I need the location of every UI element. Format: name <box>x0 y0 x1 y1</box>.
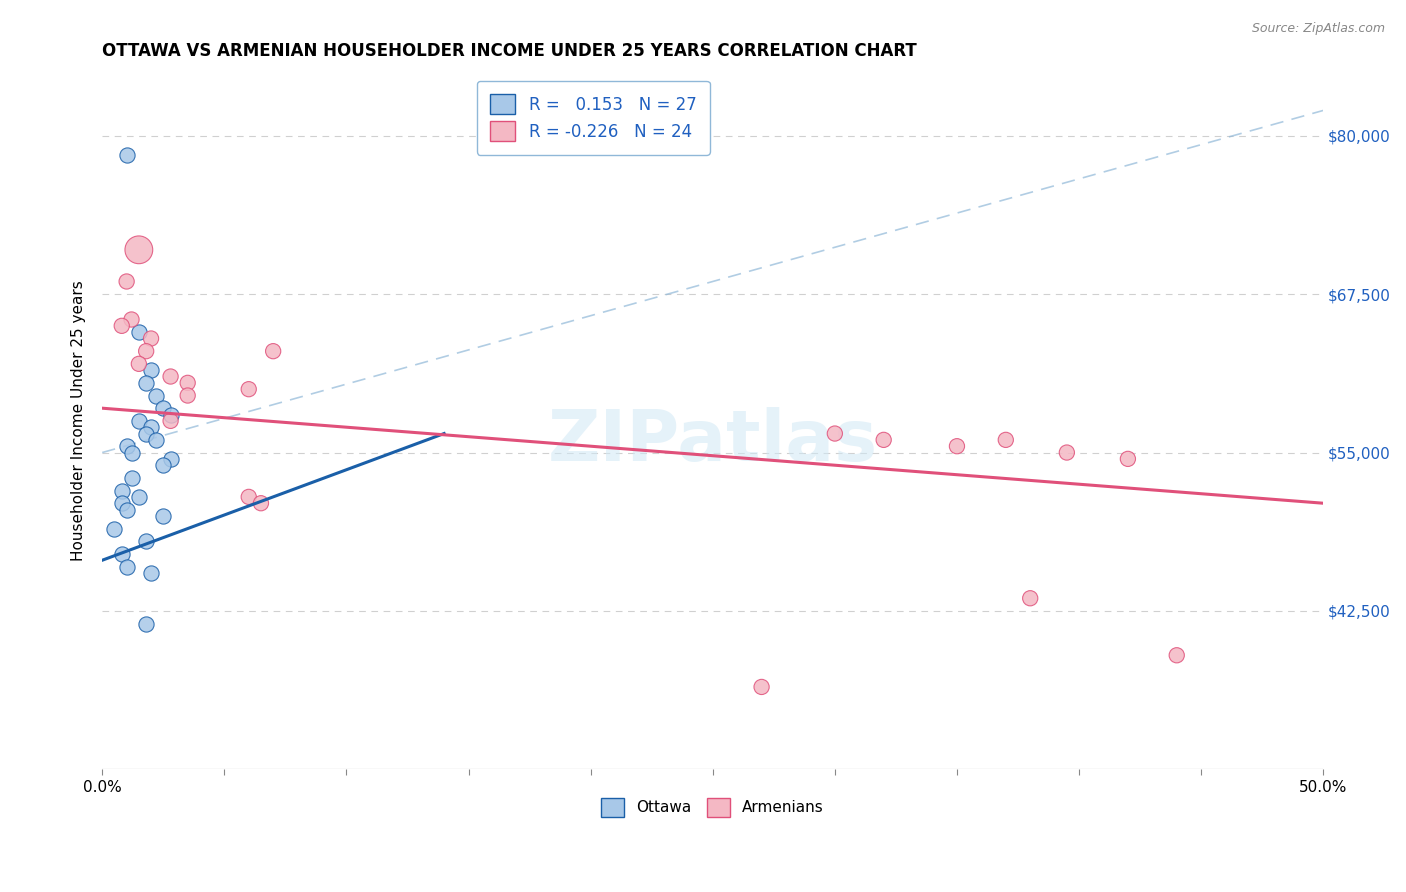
Point <box>128 357 150 371</box>
Point <box>111 547 134 561</box>
Point <box>176 388 198 402</box>
Point <box>1166 648 1188 663</box>
Point <box>824 426 846 441</box>
Point <box>238 490 260 504</box>
Point <box>1116 451 1139 466</box>
Point <box>152 458 174 473</box>
Point <box>135 534 157 549</box>
Point <box>115 502 138 516</box>
Point <box>159 414 181 428</box>
Point <box>139 331 162 345</box>
Point <box>994 433 1017 447</box>
Point <box>128 325 150 339</box>
Point <box>111 483 134 498</box>
Point <box>145 433 167 447</box>
Point <box>135 344 157 359</box>
Y-axis label: Householder Income Under 25 years: Householder Income Under 25 years <box>72 280 86 561</box>
Point <box>145 388 167 402</box>
Point <box>121 471 143 485</box>
Point <box>946 439 969 453</box>
Point <box>139 566 162 580</box>
Point <box>1056 445 1078 459</box>
Point <box>152 401 174 416</box>
Point <box>159 369 181 384</box>
Point <box>128 490 150 504</box>
Point <box>135 616 157 631</box>
Point <box>135 376 157 390</box>
Point <box>873 433 896 447</box>
Point <box>152 508 174 523</box>
Point <box>176 376 198 390</box>
Point <box>128 414 150 428</box>
Point <box>262 344 284 359</box>
Point <box>115 439 138 453</box>
Point <box>121 445 143 459</box>
Point <box>115 559 138 574</box>
Point <box>139 420 162 434</box>
Point <box>111 318 134 333</box>
Point <box>111 496 134 510</box>
Point <box>115 148 138 162</box>
Point <box>115 275 138 289</box>
Point <box>250 496 273 510</box>
Point <box>751 680 773 694</box>
Point <box>159 451 181 466</box>
Point <box>159 408 181 422</box>
Point <box>139 363 162 377</box>
Point <box>1019 591 1042 606</box>
Point <box>103 522 125 536</box>
Point <box>128 243 150 257</box>
Text: ZIPatlas: ZIPatlas <box>548 408 877 476</box>
Point <box>238 382 260 396</box>
Text: Source: ZipAtlas.com: Source: ZipAtlas.com <box>1251 22 1385 36</box>
Legend: Ottawa, Armenians: Ottawa, Armenians <box>593 790 832 824</box>
Text: OTTAWA VS ARMENIAN HOUSEHOLDER INCOME UNDER 25 YEARS CORRELATION CHART: OTTAWA VS ARMENIAN HOUSEHOLDER INCOME UN… <box>103 42 917 60</box>
Point <box>121 312 143 326</box>
Point <box>135 426 157 441</box>
